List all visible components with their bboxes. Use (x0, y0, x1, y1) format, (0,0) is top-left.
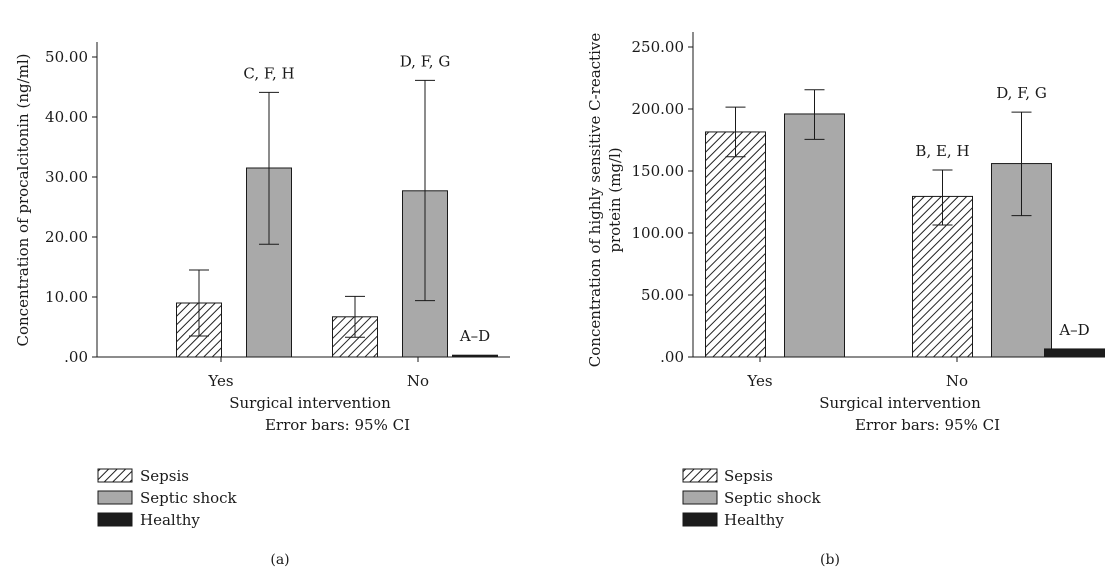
panel-a-legend-swatch-septic-shock (97, 490, 133, 505)
y-tick-label: 10.00 (45, 288, 88, 306)
panel-a-y-axis-title: Concentration of procalcitonin (ng/ml) (14, 53, 32, 346)
significance-annotation: C, F, H (243, 64, 294, 82)
panel-b-bars (705, 113, 1105, 358)
category-label-yes: Yes (746, 372, 772, 390)
panel-b-legend: Sepsis Septic shock Healthy (682, 467, 822, 529)
panel-b-y-axis-title-line-1: Concentration of highly sensitive C-reac… (586, 33, 604, 368)
significance-annotation: D, F, G (400, 52, 451, 70)
panel-a-x-axis-title: Surgical intervention (229, 394, 391, 412)
panel-a-annotations: C, F, H D, F, G A–D (243, 52, 490, 345)
panel-b-legend-swatch-healthy (682, 512, 718, 527)
bar-septic-shock-no (991, 163, 1052, 358)
panel-a-error-bars (189, 79, 435, 338)
panel-b-chart: .00 50.00 100.00 150.00 200.00 250.00 B, E, H… (586, 32, 1105, 568)
panel-a-legend-label-healthy: Healthy (140, 511, 200, 529)
panel-b-legend-label-septic-shock: Septic shock (724, 489, 822, 507)
panel-a-chart: .00 10.00 20.00 30.00 40.00 50.00 C, F, H D, F… (14, 42, 510, 568)
y-tick-label: 30.00 (45, 168, 88, 186)
bar-healthy-no (452, 354, 498, 358)
panel-a-y-ticks: .00 10.00 20.00 30.00 40.00 50.00 (45, 48, 97, 366)
significance-annotation: B, E, H (915, 142, 969, 160)
y-tick-label: 100.00 (632, 224, 685, 242)
panel-b-y-axis-title: Concentration of highly sensitive C-reac… (586, 33, 624, 368)
panel-b-error-bars (725, 89, 1032, 226)
y-tick-label: 150.00 (632, 162, 685, 180)
panel-b-x-axis-title: Surgical intervention (819, 394, 981, 412)
bar-septic-shock-yes (784, 113, 845, 358)
y-tick-label: 250.00 (632, 38, 685, 56)
panel-b-error-bars-note: Error bars: 95% CI (855, 416, 1000, 434)
significance-annotation: D, F, G (996, 84, 1047, 102)
panel-a-label: (a) (270, 552, 289, 568)
panel-a-legend-label-sepsis: Sepsis (140, 467, 189, 485)
panel-a-legend-swatch-sepsis (97, 468, 133, 483)
y-tick-label: 20.00 (45, 228, 88, 246)
y-tick-label: .00 (64, 348, 88, 366)
bar-healthy-no (1044, 348, 1105, 358)
panel-b-category-labels: Yes No (746, 357, 968, 390)
y-tick-label: .00 (660, 348, 684, 366)
panel-b-legend-label-healthy: Healthy (724, 511, 784, 529)
panel-b-y-axis-title-line-2: protein (mg/l) (606, 147, 624, 252)
category-label-yes: Yes (207, 372, 233, 390)
panel-b-legend-swatch-septic-shock (682, 490, 718, 505)
panel-a-legend: Sepsis Septic shock Healthy (97, 467, 238, 529)
panel-a-category-labels: Yes No (207, 357, 429, 390)
significance-annotation: A–D (1058, 321, 1089, 339)
category-label-no: No (946, 372, 968, 390)
category-label-no: No (407, 372, 429, 390)
y-tick-label: 40.00 (45, 108, 88, 126)
y-tick-label: 200.00 (632, 100, 685, 118)
bar-sepsis-yes (705, 131, 766, 358)
panel-a-legend-label-septic-shock: Septic shock (140, 489, 238, 507)
panel-b-legend-swatch-sepsis (682, 468, 718, 483)
panel-b-annotations: B, E, H D, F, G A–D (915, 84, 1089, 339)
panel-a-bars (176, 167, 498, 358)
panel-a-legend-swatch-healthy (97, 512, 133, 527)
y-tick-label: 50.00 (45, 48, 88, 66)
y-tick-label: 50.00 (641, 286, 684, 304)
panel-a-error-bars-note: Error bars: 95% CI (265, 416, 410, 434)
panel-b-label: (b) (820, 552, 840, 568)
panel-b-legend-label-sepsis: Sepsis (724, 467, 773, 485)
panel-b-y-ticks: .00 50.00 100.00 150.00 200.00 250.00 (632, 38, 693, 366)
significance-annotation: A–D (459, 327, 490, 345)
